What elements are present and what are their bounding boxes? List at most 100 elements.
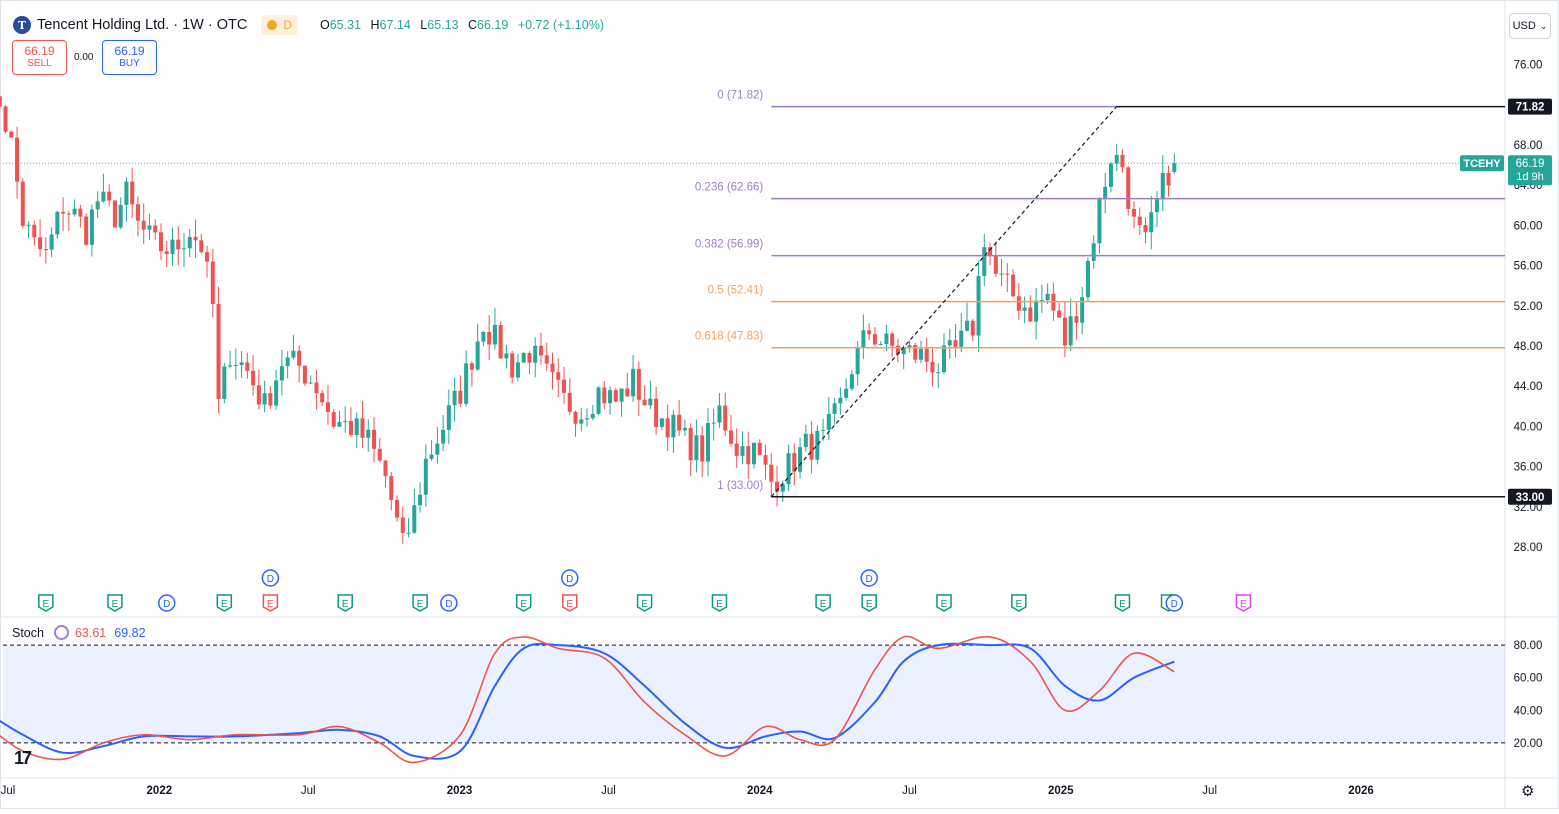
earnings-event-marker[interactable]: E [216, 594, 233, 612]
earnings-event-marker[interactable]: E [1114, 594, 1131, 612]
earnings-event-marker[interactable]: E [861, 594, 877, 612]
dividend-event-marker[interactable]: D [561, 569, 579, 587]
symbol-title[interactable]: Tencent Holding Ltd. · 1W · OTC [37, 17, 248, 33]
candle-body [924, 348, 929, 362]
candle-body [510, 353, 515, 378]
earnings-event-marker[interactable]: E [1011, 594, 1027, 612]
dividend-event-marker[interactable]: D [860, 569, 878, 587]
candle-body [982, 247, 987, 277]
earnings-event-marker[interactable]: E [262, 594, 279, 612]
candle-body [567, 392, 572, 412]
stoch-legend[interactable]: Stoch 63.61 69.82 [12, 625, 146, 640]
candle-body [481, 332, 486, 342]
dividend-event-marker[interactable]: D [440, 594, 458, 612]
candle-body [1114, 154, 1119, 164]
candle-body [786, 453, 791, 485]
time-tick-label: Jul [301, 785, 316, 797]
time-tick-label: Jul [902, 785, 917, 797]
candle-body [1091, 243, 1096, 261]
candle-body [947, 340, 952, 346]
candle-body [515, 362, 520, 378]
sell-button[interactable]: 66.19 SELL [12, 40, 67, 75]
buy-button[interactable]: 66.19 BUY [102, 40, 157, 75]
earnings-event-marker[interactable]: E [815, 594, 831, 612]
earnings-event-marker[interactable]: E [562, 594, 578, 612]
dividend-event-marker[interactable]: D [157, 594, 176, 612]
candle-body [1149, 212, 1154, 233]
candle-body [95, 201, 100, 210]
candle-body [1126, 167, 1131, 209]
candle-body [504, 353, 509, 359]
candle-body [72, 208, 77, 215]
fib-level-label: 0.5 (52.41) [708, 285, 764, 297]
earnings-event-marker[interactable]: E [515, 594, 532, 612]
session-letter: D [283, 18, 292, 32]
candle-body [1022, 307, 1027, 311]
candle-body [913, 345, 918, 360]
candle-body [487, 332, 492, 345]
price-tick-label: 52.00 [1514, 301, 1543, 313]
candle-body [176, 239, 181, 250]
earnings-event-marker[interactable]: E [936, 594, 952, 612]
event-letter: E [221, 599, 228, 610]
time-tick-label: Jul [1202, 785, 1217, 797]
earnings-event-marker[interactable]: E [1235, 594, 1252, 612]
event-letter: D [866, 574, 873, 585]
earnings-event-marker[interactable]: E [636, 594, 653, 612]
candle-body [959, 330, 964, 347]
symbol-header: T Tencent Holding Ltd. · 1W · OTC D O65.… [13, 13, 610, 37]
earnings-event-marker[interactable]: E [337, 594, 353, 612]
candle-body [360, 418, 365, 438]
candle-body [49, 234, 54, 250]
stoch-tick-label: 40.00 [1514, 705, 1543, 717]
stoch-tick-label: 80.00 [1514, 640, 1543, 652]
candle-body [884, 333, 889, 345]
candle-body [1131, 208, 1137, 217]
candle-body [625, 388, 630, 397]
currency-select[interactable]: USD ⌄ [1509, 13, 1551, 39]
gear-icon[interactable]: ⚙ [1521, 783, 1535, 800]
candle-body [1068, 316, 1073, 346]
candle-body [867, 330, 872, 335]
tradingview-logo-icon[interactable]: 17 [14, 748, 32, 768]
earnings-event-marker[interactable]: E [711, 594, 728, 612]
candle-body [32, 224, 37, 238]
candle-body [55, 211, 60, 235]
candle-body [688, 427, 693, 461]
earnings-event-marker[interactable]: E [107, 594, 123, 612]
market-status-badge[interactable]: D [261, 15, 298, 35]
candle-body [228, 365, 233, 367]
candle-body [665, 418, 670, 438]
candle-body [838, 397, 843, 404]
candle-body [677, 414, 682, 431]
ohlc-readout: O65.31 H67.14 L65.13 C66.19 +0.72 (+1.10… [320, 18, 610, 32]
candle-body [953, 340, 958, 347]
spread-value: 0.00 [74, 52, 94, 63]
sell-price: 66.19 [24, 44, 55, 58]
dividend-event-marker[interactable]: D [261, 569, 280, 587]
candle-body [1080, 297, 1085, 323]
candle-body [130, 181, 135, 205]
candle-body [118, 204, 123, 228]
candle-body [15, 137, 20, 182]
candle-body [222, 366, 227, 399]
earnings-event-marker[interactable]: E [38, 594, 54, 612]
candle-body [1028, 307, 1033, 322]
dividend-event-marker[interactable]: D [1165, 594, 1184, 612]
dividend-icon [261, 569, 280, 587]
earnings-event-marker[interactable]: E [412, 594, 428, 612]
candle-body [412, 505, 417, 533]
candle-body [1166, 172, 1171, 186]
fib-level-label: 0.236 (62.66) [695, 182, 764, 194]
price-tick-label: 36.00 [1514, 462, 1543, 474]
candle-body [1039, 300, 1044, 302]
earnings-icon [1235, 594, 1252, 612]
candle-body [233, 365, 238, 367]
candle-body [429, 454, 434, 459]
stoch-tick-label: 60.00 [1514, 673, 1543, 685]
price-tick-label: 76.00 [1514, 60, 1543, 72]
earnings-icon [107, 594, 123, 612]
close-key: C [468, 18, 478, 32]
candle-body [1172, 163, 1177, 173]
